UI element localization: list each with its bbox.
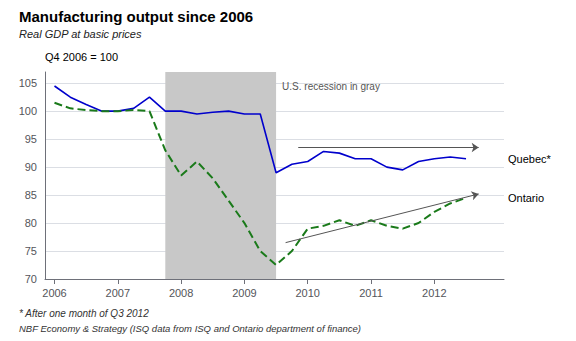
svg-text:2008: 2008 xyxy=(169,287,193,299)
svg-text:100: 100 xyxy=(19,105,37,117)
svg-text:* After one month of Q3 2012: * After one month of Q3 2012 xyxy=(19,308,149,319)
svg-text:NBF Economy & Strategy (ISQ da: NBF Economy & Strategy (ISQ data from IS… xyxy=(19,323,361,334)
svg-text:U.S. recession in gray: U.S. recession in gray xyxy=(282,81,380,92)
svg-text:2007: 2007 xyxy=(106,287,130,299)
svg-text:2009: 2009 xyxy=(232,287,256,299)
svg-text:Quebec*: Quebec* xyxy=(508,153,552,165)
svg-text:2011: 2011 xyxy=(359,287,383,299)
svg-text:Real GDP at basic prices: Real GDP at basic prices xyxy=(19,28,142,40)
svg-text:70: 70 xyxy=(25,273,37,285)
svg-text:2012: 2012 xyxy=(422,287,446,299)
svg-text:80: 80 xyxy=(25,217,37,229)
svg-text:75: 75 xyxy=(25,245,37,257)
svg-text:95: 95 xyxy=(25,133,37,145)
svg-text:Manufacturing output since 200: Manufacturing output since 2006 xyxy=(19,8,253,25)
svg-text:Q4 2006 = 100: Q4 2006 = 100 xyxy=(45,51,118,63)
svg-text:2006: 2006 xyxy=(42,287,66,299)
svg-text:85: 85 xyxy=(25,189,37,201)
svg-text:2010: 2010 xyxy=(295,287,319,299)
svg-text:105: 105 xyxy=(19,77,37,89)
svg-text:Ontario: Ontario xyxy=(508,192,544,204)
svg-text:90: 90 xyxy=(25,161,37,173)
